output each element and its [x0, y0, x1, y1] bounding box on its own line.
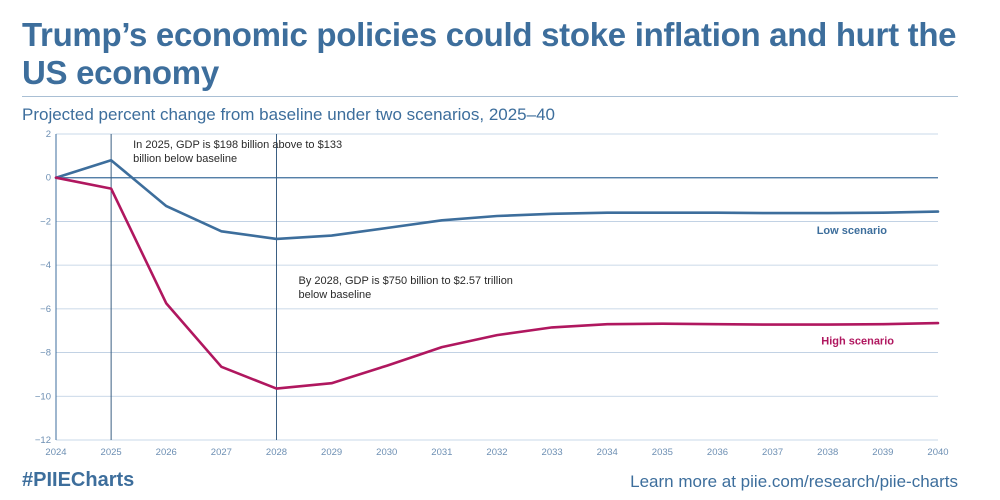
y-axis-ticks: 2 0 −2 −4 −6 −8 −10 −12 — [35, 129, 51, 446]
chart-title: Trump’s economic policies could stoke in… — [22, 16, 957, 91]
x-tick-label: 2027 — [211, 447, 232, 458]
annotations: In 2025, GDP is $198 billion above to $1… — [133, 139, 513, 301]
x-tick-label: 2024 — [45, 447, 66, 458]
chart-subtitle: Projected percent change from baseline u… — [22, 105, 556, 124]
y-tick-label: 2 — [46, 129, 51, 140]
x-axis-ticks: 2024 2025 2026 2027 2028 2029 2030 2031 2032 2033… — [45, 447, 948, 458]
y-tick-label: −12 — [35, 435, 51, 446]
series-labels: Low scenario High scenario — [817, 225, 895, 347]
x-tick-label: 2037 — [762, 447, 783, 458]
line-chart: 20−2−4−6−8−10−12 2024 2025 2026 2027 2028 202… — [35, 129, 949, 458]
title-divider — [22, 96, 958, 97]
y-tick-label: 0 — [46, 173, 51, 184]
x-tick-label: 2035 — [652, 447, 673, 458]
low-scenario-label: Low scenario — [817, 225, 888, 237]
high-scenario-label: High scenario — [821, 336, 894, 348]
y-tick-label: −8 — [40, 348, 51, 359]
learn-more-link[interactable]: Learn more at piie.com/research/piie-cha… — [630, 472, 958, 491]
x-tick-label: 2034 — [597, 447, 618, 458]
annotation-text: billion below baseline — [133, 153, 237, 165]
x-tick-label: 2033 — [542, 447, 563, 458]
x-tick-label: 2031 — [431, 447, 452, 458]
annotation-text: By 2028, GDP is $750 billion to $2.57 tr… — [299, 275, 513, 287]
x-tick-label: 2025 — [101, 447, 122, 458]
x-tick-label: 2028 — [266, 447, 287, 458]
y-tick-label: −10 — [35, 391, 51, 402]
x-tick-label: 2029 — [321, 447, 342, 458]
x-tick-label: 2036 — [707, 447, 728, 458]
x-tick-label: 2032 — [486, 447, 507, 458]
high-scenario-line — [54, 176, 940, 390]
x-tick-label: 2030 — [376, 447, 397, 458]
x-tick-label: 2038 — [817, 447, 838, 458]
y-tick-label: −4 — [40, 260, 51, 271]
x-tick-label: 2026 — [156, 447, 177, 458]
x-tick-label: 2040 — [927, 447, 948, 458]
series-lines — [54, 158, 940, 390]
hashtag-footer: #PIIECharts — [22, 469, 135, 491]
x-tick-label: 2039 — [872, 447, 893, 458]
y-tick-label: −2 — [40, 216, 51, 227]
annotation-text: below baseline — [299, 289, 372, 301]
grid-lines — [55, 133, 938, 441]
y-tick-label: −6 — [40, 304, 51, 315]
annotation-text: In 2025, GDP is $198 billion above to $1… — [133, 139, 342, 151]
low-scenario-line — [54, 158, 940, 241]
